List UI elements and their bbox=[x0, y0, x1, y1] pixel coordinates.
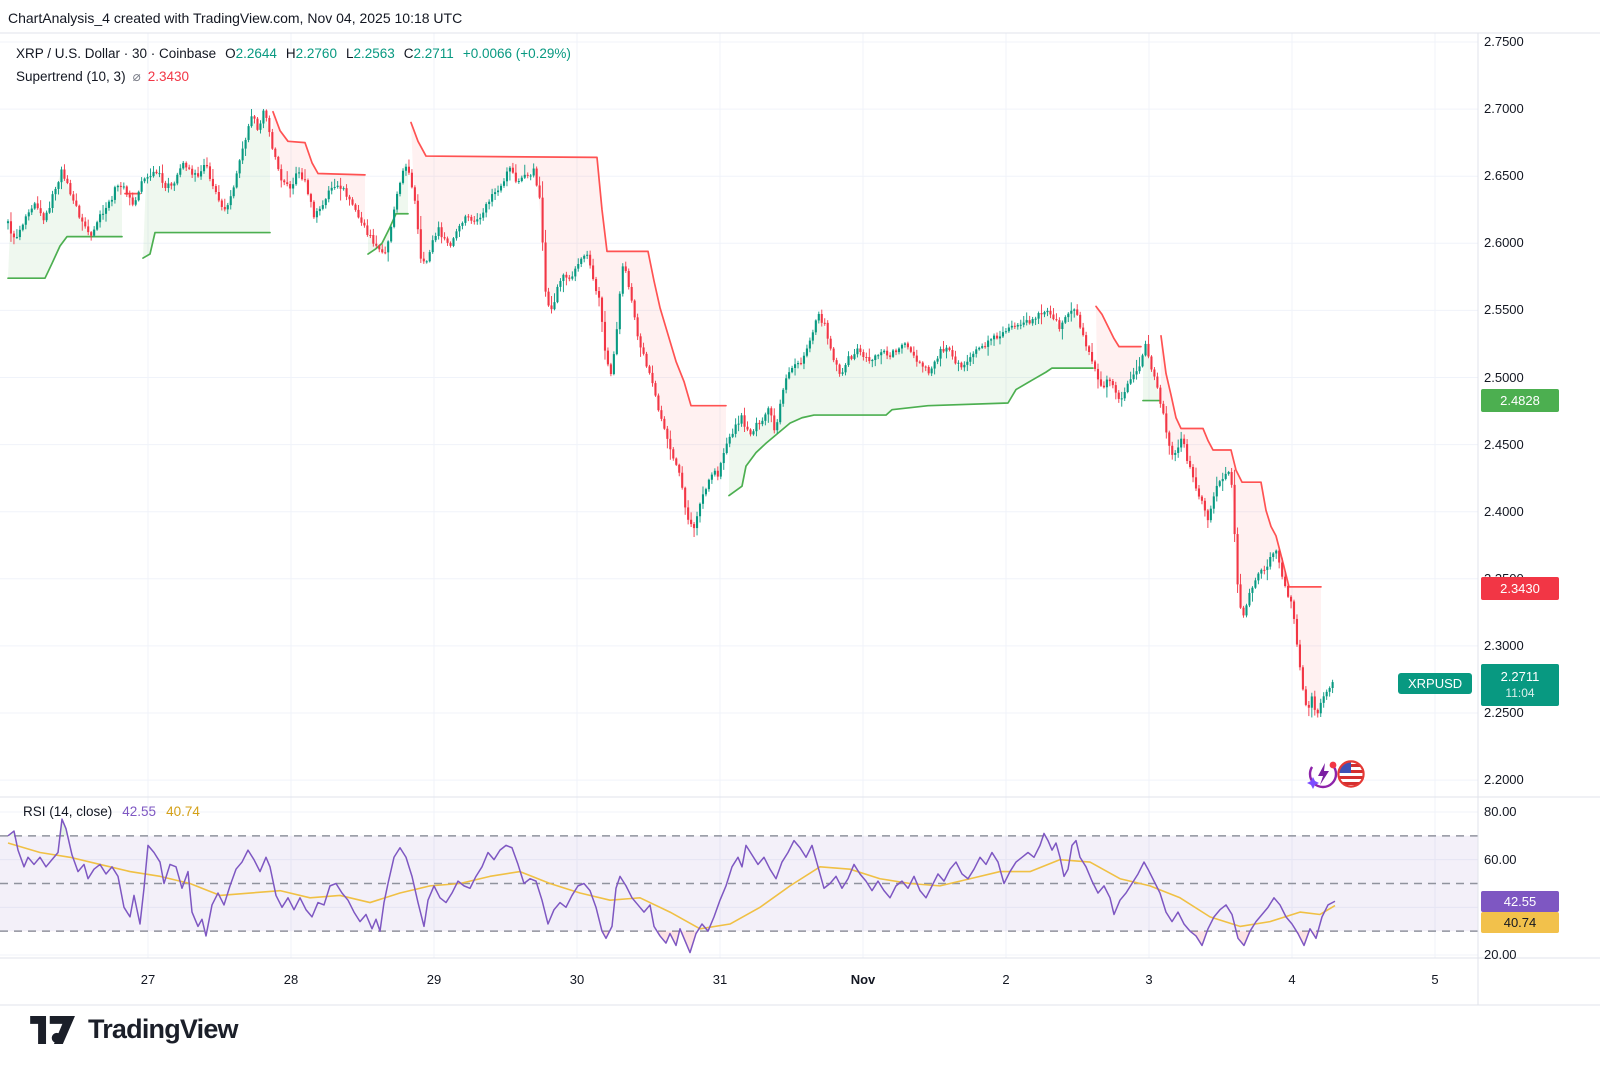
price-tick-label: 2.3000 bbox=[1484, 637, 1524, 653]
supertrend-value: 2.3430 bbox=[147, 69, 189, 84]
price-tick-label: 2.6500 bbox=[1484, 168, 1524, 184]
tradingview-wordmark: TradingView bbox=[88, 1014, 239, 1044]
low-label: L bbox=[345, 46, 354, 61]
attribution-text: ChartAnalysis_4 created with TradingView… bbox=[8, 10, 463, 26]
price-tick-label: 2.2000 bbox=[1484, 772, 1524, 788]
last-price-value: 2.2711 bbox=[1500, 668, 1540, 684]
high-value: 2.2760 bbox=[295, 46, 337, 61]
supertrend-up-badge: 2.4828 bbox=[1481, 389, 1559, 413]
time-tick-label: Nov bbox=[850, 972, 876, 987]
tradingview-mark-icon bbox=[30, 1015, 75, 1044]
rsi-tick-label: 80.00 bbox=[1484, 804, 1517, 819]
average-icon: ⌀ bbox=[132, 69, 141, 84]
instrument-logos bbox=[1306, 757, 1368, 791]
symbol-price-label: XRPUSD bbox=[1398, 672, 1473, 694]
tradingview-logo[interactable]: TradingView bbox=[30, 1014, 239, 1045]
time-tick-label: 31 bbox=[712, 972, 728, 987]
price-tick-label: 2.7000 bbox=[1484, 101, 1524, 117]
last-price-badge: 2.2711 11:04 bbox=[1481, 663, 1559, 706]
time-tick-label: 3 bbox=[1145, 972, 1153, 987]
price-tick-label: 2.7500 bbox=[1484, 34, 1524, 49]
change-value: +0.0066 (+0.29%) bbox=[462, 46, 571, 61]
rsi-tick-label: 60.00 bbox=[1484, 851, 1517, 867]
high-label: H bbox=[285, 46, 296, 61]
rsi-ma-badge: 40.74 bbox=[1481, 911, 1559, 933]
price-tick-label: 2.4500 bbox=[1484, 436, 1524, 452]
price-tick-label: 2.6000 bbox=[1484, 235, 1524, 251]
rsi-ma-value: 40.74 bbox=[166, 804, 200, 819]
price-tick-label: 2.2500 bbox=[1484, 705, 1524, 720]
rsi-value: 42.55 bbox=[122, 804, 157, 819]
low-value: 2.2563 bbox=[353, 46, 395, 61]
supertrend-legend[interactable]: Supertrend (10, 3) ⌀ 2.3430 bbox=[16, 69, 189, 85]
supertrend-name[interactable]: Supertrend (10, 3) bbox=[16, 69, 126, 84]
time-tick-label: 2 bbox=[1002, 972, 1010, 987]
time-tick-label: 27 bbox=[140, 972, 156, 987]
supertrend-down-badge: 2.3430 bbox=[1481, 576, 1559, 600]
rsi-legend[interactable]: RSI (14, close) 42.55 40.74 bbox=[23, 804, 200, 819]
time-tick-label: 5 bbox=[1431, 972, 1439, 987]
rsi-tick-label: 20.00 bbox=[1484, 946, 1517, 962]
time-tick-label: 28 bbox=[283, 972, 299, 987]
symbol-legend[interactable]: XRP / U.S. Dollar · 30 · Coinbase O2.2644… bbox=[16, 46, 571, 61]
open-value: 2.2644 bbox=[235, 46, 277, 61]
symbol-title[interactable]: XRP / U.S. Dollar · 30 · Coinbase bbox=[16, 46, 217, 61]
rsi-name[interactable]: RSI (14, close) bbox=[23, 804, 113, 819]
bar-countdown: 11:04 bbox=[1505, 685, 1535, 700]
time-tick-label: 4 bbox=[1288, 972, 1296, 987]
price-tick-label: 2.5000 bbox=[1484, 369, 1524, 385]
close-label: C bbox=[403, 46, 414, 61]
time-tick-label: 29 bbox=[426, 972, 442, 987]
open-label: O bbox=[225, 46, 236, 61]
close-value: 2.2711 bbox=[413, 46, 454, 61]
us-flag-icon bbox=[1337, 760, 1365, 788]
xrp-icon bbox=[1307, 759, 1338, 789]
time-tick-label: 30 bbox=[569, 972, 585, 987]
price-tick-label: 2.5500 bbox=[1484, 302, 1524, 318]
price-tick-label: 2.4000 bbox=[1484, 503, 1524, 519]
rsi-badge: 42.55 bbox=[1481, 890, 1559, 912]
